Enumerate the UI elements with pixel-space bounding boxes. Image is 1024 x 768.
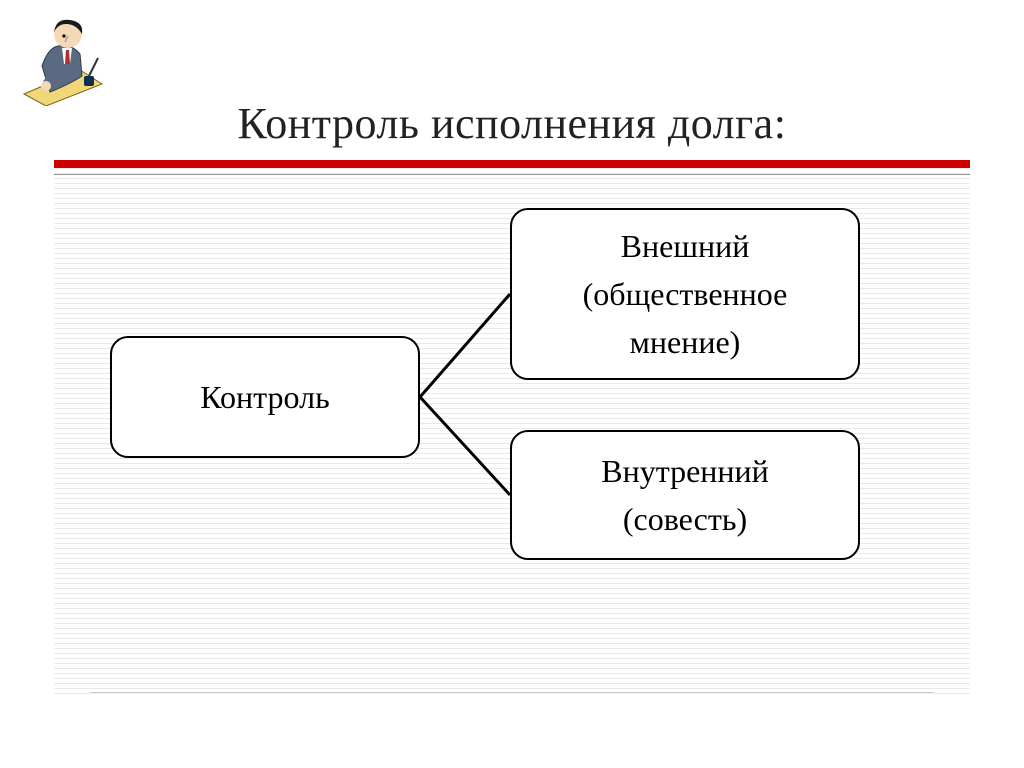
slide: Контроль исполнения долга: Контроль Внеш… (0, 0, 1024, 768)
clipart-person-writing (18, 6, 128, 106)
quill (89, 58, 98, 76)
inkwell (84, 76, 94, 86)
bottom-divider (90, 692, 934, 694)
slide-title: Контроль исполнения долга: (0, 98, 1024, 149)
title-underline-shadow (54, 174, 970, 175)
node-child-internal: Внутренний(совесть) (510, 430, 860, 560)
title-underline-bar (54, 160, 970, 168)
node-root: Контроль (110, 336, 420, 458)
node-child-external: Внешний(общественноемнение) (510, 208, 860, 380)
eye (62, 34, 65, 37)
title-underline (54, 160, 970, 168)
node-root-label: Контроль (200, 373, 329, 421)
node-child-internal-label: Внутренний(совесть) (601, 447, 769, 543)
node-child-external-label: Внешний(общественноемнение) (583, 222, 788, 366)
hand (41, 81, 51, 91)
